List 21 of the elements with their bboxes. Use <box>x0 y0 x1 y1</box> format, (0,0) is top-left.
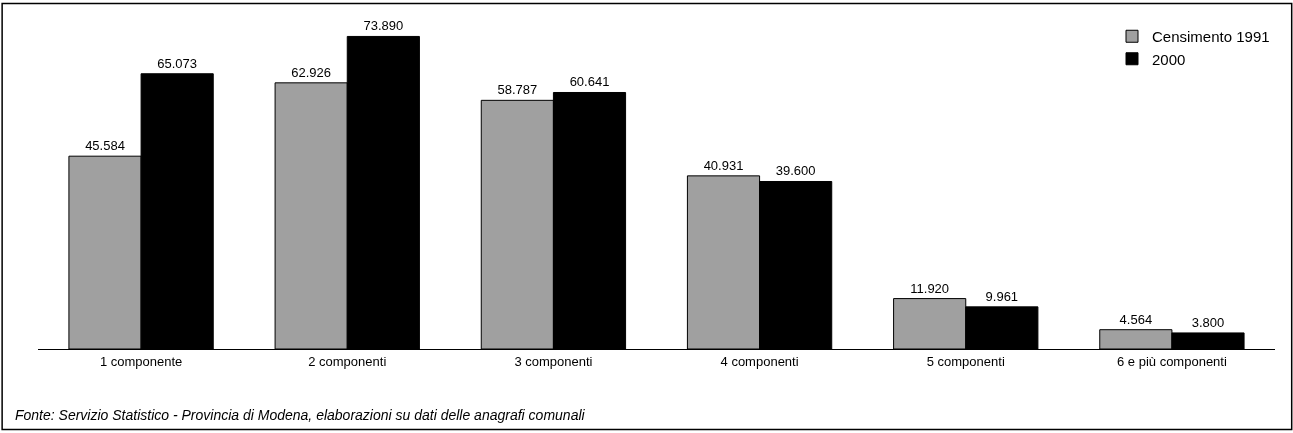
source-note: Fonte: Servizio Statistico - Provincia di Modena, elaborazioni su dati delle anagrafi comunali <box>15 407 586 423</box>
data-label: 40.931 <box>703 157 744 173</box>
data-label: 4.564 <box>1119 311 1153 327</box>
x-tick-label: 4 componenti <box>720 353 799 369</box>
data-label: 3.800 <box>1191 314 1225 330</box>
data-label: 62.926 <box>291 64 332 80</box>
data-label: 58.787 <box>497 82 538 98</box>
data-label: 60.641 <box>569 74 610 90</box>
data-label: 39.600 <box>775 163 816 179</box>
x-tick-label: 3 componenti <box>514 353 593 369</box>
data-label: 65.073 <box>157 55 198 71</box>
data-label: 73.890 <box>363 18 404 34</box>
x-tick-label: 1 componente <box>99 353 183 369</box>
legend-label: Censimento 1991 <box>1152 28 1270 46</box>
legend-label: 2000 <box>1152 50 1186 68</box>
data-label: 11.920 <box>910 280 950 296</box>
x-tick-label: 6 e più componenti <box>1116 353 1227 369</box>
x-tick-label: 2 componenti <box>308 353 387 369</box>
x-tick-label: 5 componenti <box>926 353 1005 369</box>
data-label: 45.584 <box>85 138 125 154</box>
data-label: 9.961 <box>985 288 1019 304</box>
